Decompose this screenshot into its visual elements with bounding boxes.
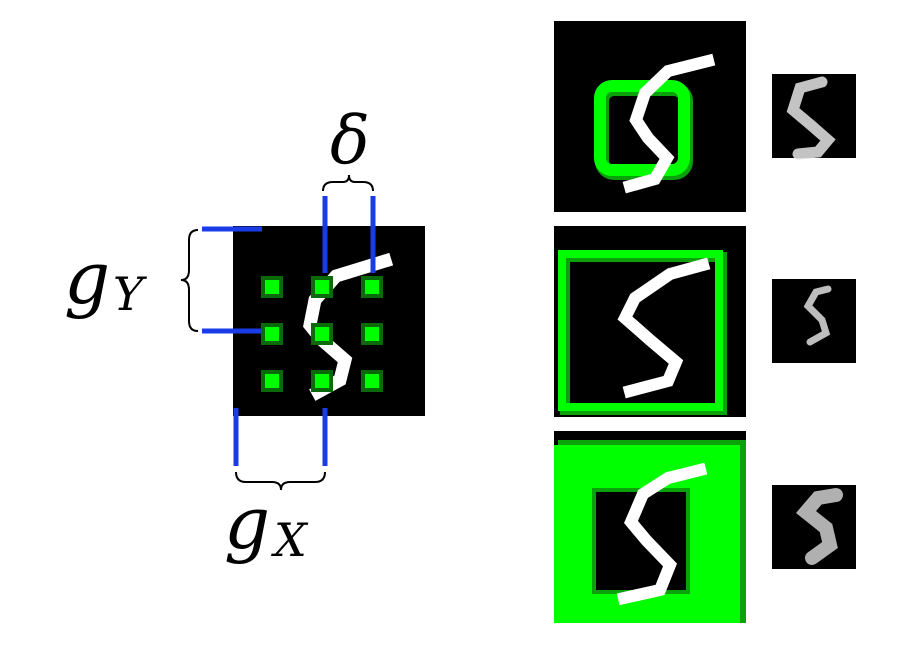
- panel-2-digit-five: [617, 257, 711, 399]
- gy-label-sub: Y: [113, 267, 148, 321]
- delta-label: δ: [330, 102, 370, 179]
- glimpse-panel-2: [554, 226, 746, 417]
- grid-points: [261, 276, 383, 392]
- panel-3-digit-five: [616, 462, 708, 606]
- grid-point: [315, 280, 329, 294]
- gy-label-base: g: [64, 236, 110, 320]
- panel-2-glimpse-box: [558, 250, 723, 411]
- grid-point: [265, 327, 279, 341]
- grid-point: [315, 374, 329, 388]
- gx-label-base: g: [224, 481, 270, 565]
- panel-1-glimpse-box: [594, 80, 690, 176]
- grid-point: [365, 374, 379, 388]
- glimpse-panel-3: [554, 431, 746, 623]
- glimpse-panel-1: [554, 21, 746, 212]
- grid-point: [365, 280, 379, 294]
- thumb-3-digit-five: [795, 488, 843, 565]
- gx-brace: [235, 471, 326, 491]
- grid-point: [265, 374, 279, 388]
- thumb-1-digit-five: [786, 76, 836, 160]
- grid-point: [265, 280, 279, 294]
- glimpse-thumb-3: [772, 485, 856, 569]
- glimpse-thumb-2: [772, 279, 856, 363]
- glimpse-thumb-1: [772, 74, 856, 160]
- grid-point: [365, 327, 379, 341]
- gx-label-sub: X: [271, 513, 309, 567]
- filter-grid-diagram: δ g Y g X: [64, 102, 425, 567]
- grid-point: [315, 327, 329, 341]
- gy-brace: [180, 229, 199, 332]
- panel-1-digit-five: [622, 53, 716, 194]
- delta-brace: [322, 174, 374, 192]
- thumb-2-digit-five: [803, 285, 832, 346]
